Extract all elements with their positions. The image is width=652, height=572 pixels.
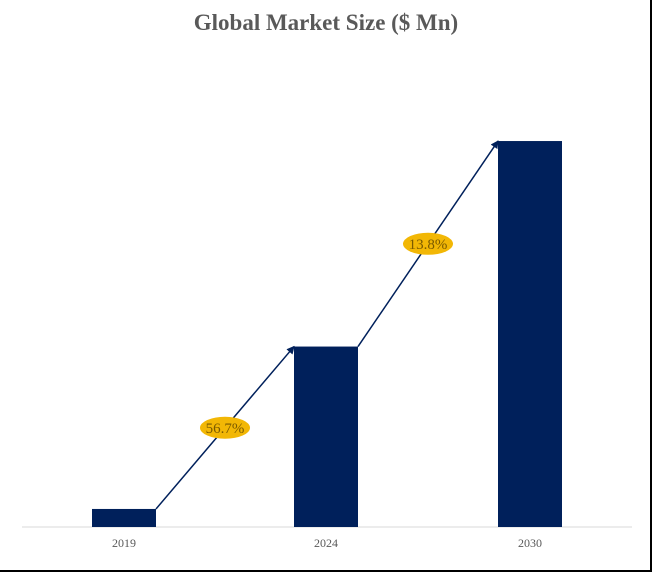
x-tick-label-2019: 2019 [112, 536, 136, 550]
x-tick-label-2030: 2030 [518, 536, 542, 550]
cagr-label: 13.8% [409, 237, 448, 253]
bar-2024 [294, 346, 358, 527]
chart-title: Global Market Size ($ Mn) [193, 10, 459, 35]
cagr-badge-1: 56.7% [200, 416, 250, 439]
cagr-badge-shape [403, 232, 453, 255]
cagr-badge-shape [200, 416, 250, 439]
cagr-badge-2: 13.8% [403, 232, 453, 255]
x-tick-label-2024: 2024 [314, 536, 338, 550]
bar-2030 [498, 141, 562, 527]
bar-2019 [92, 508, 156, 527]
cagr-label: 56.7% [206, 421, 245, 437]
